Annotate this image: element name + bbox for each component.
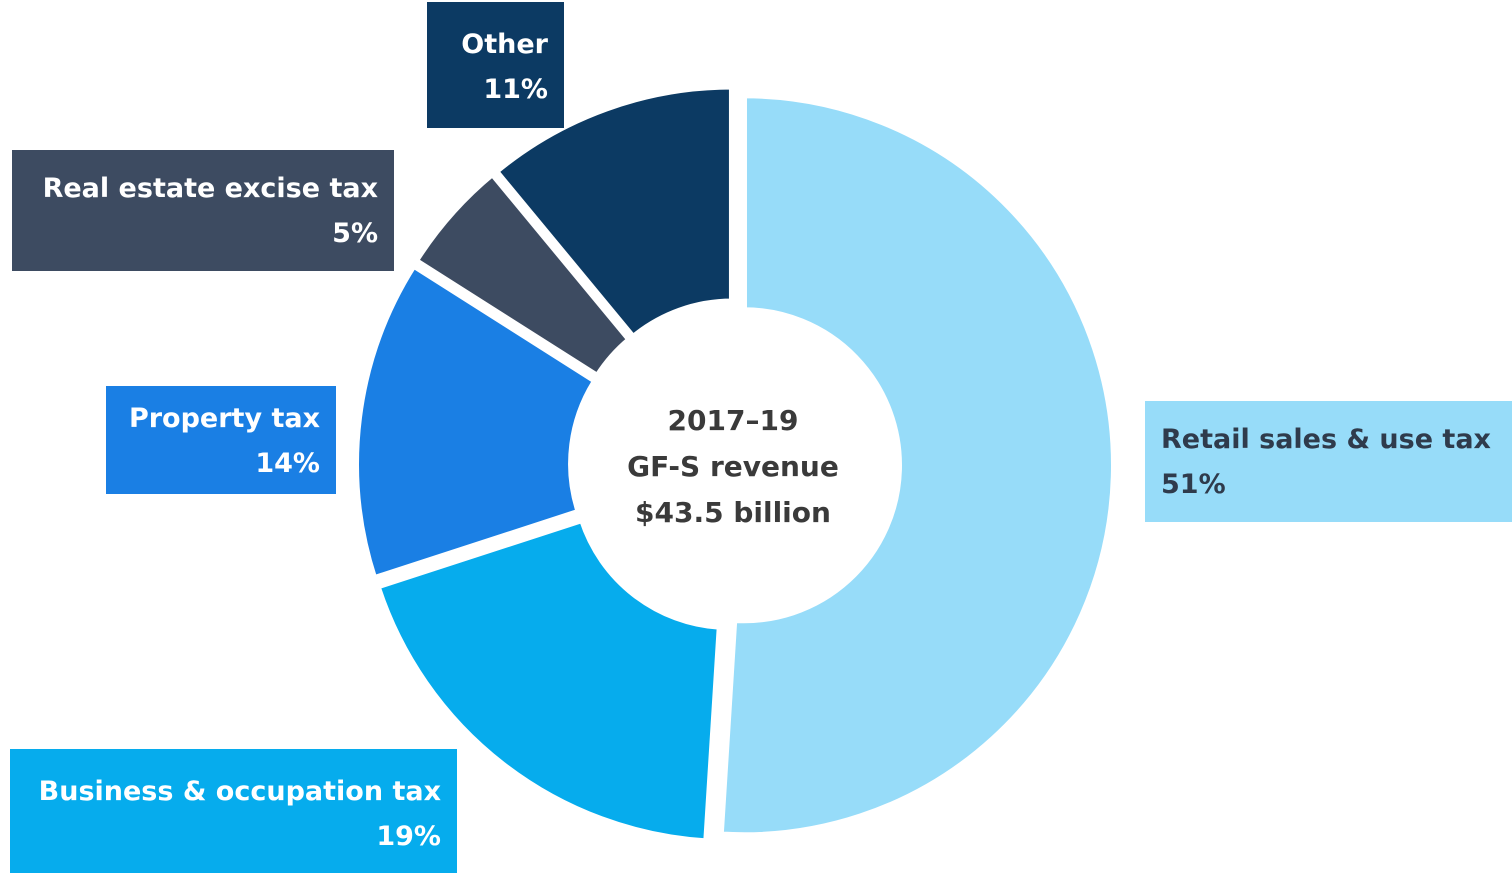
slice-property-tax	[353, 262, 599, 582]
label-real-estate-excise-tax: Real estate excise tax 5%	[12, 150, 394, 271]
label-property-tax: Property tax 14%	[106, 386, 336, 494]
center-label-line-2: GF-S revenue	[627, 450, 839, 483]
slice-other	[493, 83, 735, 341]
slice-retail-sales-use-tax	[717, 92, 1117, 839]
label-business-occupation-tax-name: Business & occupation tax	[38, 776, 441, 807]
slice-business-occupation-tax	[374, 517, 723, 845]
label-business-occupation-tax-pct: 19%	[376, 821, 441, 852]
donut-center-label: 2017–19 GF-S revenue $43.5 billion	[583, 398, 883, 536]
center-label-line-1: 2017–19	[667, 404, 799, 437]
slice-real-estate-excise-tax	[412, 170, 633, 379]
label-retail-sales-use-tax-name: Retail sales & use tax	[1161, 424, 1491, 455]
label-retail-sales-use-tax-pct: 51%	[1161, 469, 1226, 500]
label-retail-sales-use-tax: Retail sales & use tax 51%	[1145, 401, 1512, 522]
label-property-tax-pct: 14%	[255, 448, 320, 479]
label-other-pct: 11%	[483, 74, 548, 105]
label-other: Other 11%	[427, 2, 564, 128]
label-real-estate-excise-tax-name: Real estate excise tax	[42, 173, 378, 204]
label-property-tax-name: Property tax	[128, 403, 320, 434]
center-label-line-3: $43.5 billion	[635, 496, 831, 529]
label-real-estate-excise-tax-pct: 5%	[332, 218, 378, 249]
label-other-name: Other	[461, 29, 548, 60]
label-business-occupation-tax: Business & occupation tax 19%	[10, 749, 457, 873]
